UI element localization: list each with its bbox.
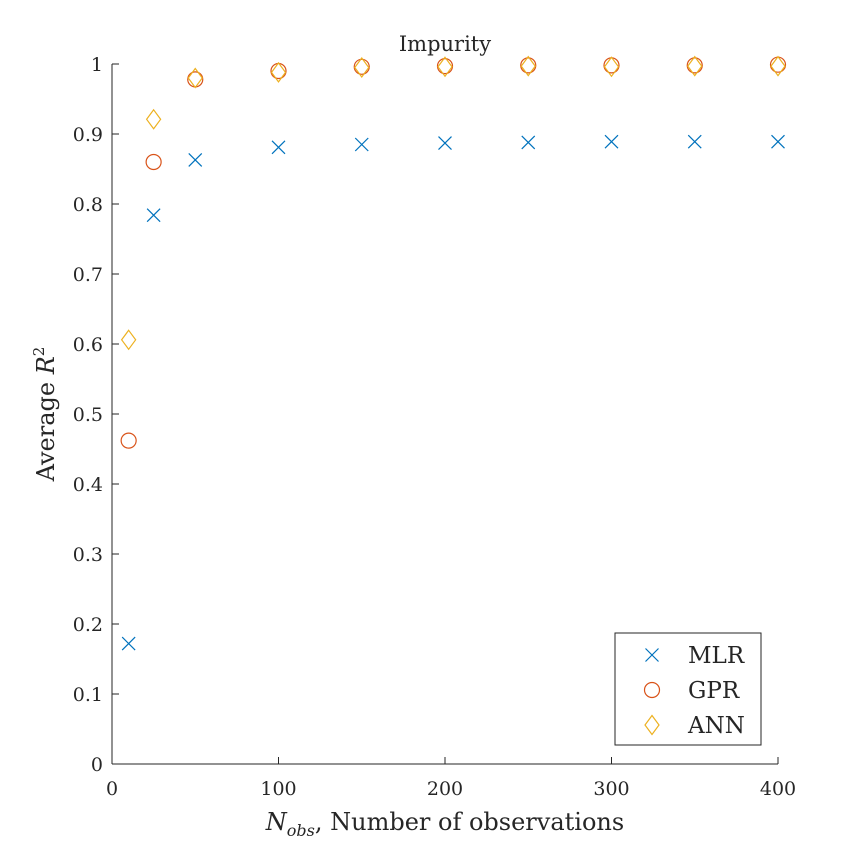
data-point-mlr bbox=[521, 135, 536, 150]
x-axis-label: Nobs, Number of observations bbox=[265, 808, 624, 840]
data-point-mlr bbox=[354, 137, 369, 152]
y-tick-label: 0.7 bbox=[73, 264, 103, 286]
data-point-ann bbox=[687, 55, 703, 77]
y-axis-label: Average R2 bbox=[30, 347, 60, 483]
data-point-ann bbox=[603, 56, 620, 78]
data-point-ann bbox=[437, 56, 453, 78]
y-tick-label: 0.8 bbox=[73, 194, 103, 216]
legend-label-ann: ANN bbox=[687, 713, 745, 739]
data-point-mlr bbox=[271, 140, 286, 155]
data-point-ann bbox=[120, 329, 137, 351]
data-point-gpr bbox=[686, 57, 703, 74]
ticks: 0 100 200 300 400 0 0.1 0.2 0.3 0.4 0.5 0.6 0.7 0.8 0.… bbox=[73, 54, 796, 800]
legend-marker-gpr bbox=[643, 681, 661, 699]
data-point-mlr bbox=[771, 134, 785, 149]
data-point-gpr bbox=[120, 432, 137, 449]
legend-label-gpr: GPR bbox=[688, 678, 740, 704]
data-point-ann bbox=[145, 108, 162, 130]
y-tick-label: 0 bbox=[91, 754, 103, 776]
data-point-gpr bbox=[145, 153, 162, 171]
y-tick-label: 0.5 bbox=[73, 404, 103, 426]
series-ann bbox=[120, 55, 786, 351]
y-tick-label: 0.4 bbox=[73, 474, 103, 496]
x-axis-label-subscript: obs bbox=[287, 821, 315, 840]
legend-label-mlr: MLR bbox=[688, 643, 745, 669]
data-point-ann bbox=[270, 61, 287, 83]
data-point-ann bbox=[187, 67, 203, 89]
data-point-gpr bbox=[436, 57, 454, 75]
x-tick-label: 100 bbox=[260, 778, 296, 800]
y-tick-label: 1 bbox=[91, 54, 103, 76]
data-marks bbox=[120, 55, 787, 651]
data-point-ann bbox=[520, 55, 536, 77]
chart-title: Impurity bbox=[399, 32, 491, 56]
x-tick-label: 300 bbox=[593, 778, 629, 800]
x-tick-label: 400 bbox=[760, 778, 796, 800]
y-tick-label: 0.6 bbox=[73, 334, 103, 356]
series-gpr bbox=[120, 56, 787, 449]
y-axis-label-var: R bbox=[32, 356, 60, 375]
y-tick-label: 0.2 bbox=[73, 614, 103, 636]
x-axis-label-text: , Number of observations bbox=[315, 808, 624, 836]
legend-marker-mlr bbox=[645, 648, 659, 662]
data-point-mlr bbox=[121, 636, 136, 651]
data-point-mlr bbox=[438, 136, 452, 151]
legend-items: MLR GPR ANN bbox=[643, 643, 745, 739]
x-axis-label-var: N bbox=[265, 808, 288, 836]
data-point-ann bbox=[770, 55, 786, 77]
data-point-ann bbox=[354, 56, 370, 79]
data-point-gpr bbox=[353, 58, 370, 75]
data-point-gpr bbox=[520, 57, 537, 74]
y-tick-label: 0.9 bbox=[73, 124, 103, 146]
legend-box bbox=[614, 632, 762, 746]
y-tick-label: 0.1 bbox=[73, 684, 103, 706]
data-point-mlr bbox=[146, 208, 161, 223]
series-mlr bbox=[121, 134, 785, 651]
x-tick-label: 200 bbox=[427, 778, 463, 800]
x-tick-label: 0 bbox=[106, 778, 118, 800]
y-axis-label-text: Average bbox=[32, 374, 60, 482]
data-point-mlr bbox=[604, 134, 619, 149]
y-tick-label: 0.3 bbox=[73, 544, 103, 566]
data-point-mlr bbox=[188, 152, 203, 167]
y-axis-label-superscript: 2 bbox=[30, 347, 48, 357]
data-point-mlr bbox=[687, 134, 702, 149]
legend: MLR GPR ANN bbox=[614, 632, 762, 746]
legend-marker-ann bbox=[644, 714, 660, 736]
